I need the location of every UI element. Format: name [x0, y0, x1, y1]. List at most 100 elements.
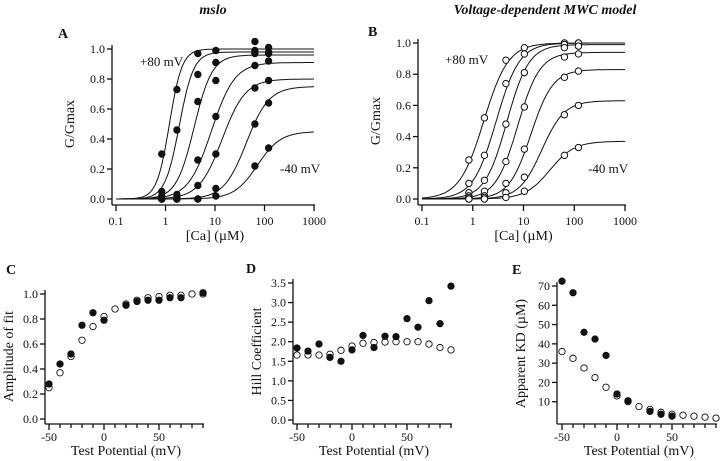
y-tick-label: 0.8: [90, 72, 105, 86]
data-point-model: [569, 354, 577, 362]
x-tick-label: 100: [565, 214, 583, 228]
y-tick-label: 0.0: [271, 413, 286, 427]
data-point-filled: [251, 49, 259, 58]
y-tick-label: 0.0: [90, 192, 105, 206]
y-tick-label: 40: [538, 337, 550, 351]
y-tick-label: 1.5: [271, 354, 286, 368]
data-point-model: [359, 339, 367, 347]
data-point-filled: [194, 195, 202, 203]
curve-annotation: +80 mV: [445, 52, 489, 67]
data-point-filled: [251, 162, 259, 170]
data-point-mslo: [392, 332, 400, 341]
x-tick-label: 1000: [613, 214, 637, 228]
y-tick-label: 2.0: [271, 335, 286, 349]
x-axis-label: Test Potential (mV): [319, 444, 430, 459]
data-point-mslo: [414, 323, 422, 331]
data-point-model: [447, 346, 455, 354]
data-point-mslo: [613, 390, 621, 398]
y-tick-label: 2.5: [271, 315, 286, 329]
y-tick-label: 0.6: [396, 98, 411, 112]
panel-label: D: [246, 262, 256, 277]
data-point-model: [293, 351, 301, 359]
data-point-mslo: [348, 346, 356, 354]
data-point-filled: [173, 195, 181, 203]
data-point-model: [315, 351, 323, 359]
x-tick-label: -50: [289, 430, 305, 444]
data-point-model: [602, 383, 610, 391]
data-point-model: [89, 322, 97, 331]
data-point-open: [520, 173, 529, 181]
y-tick-label: 10: [538, 395, 550, 409]
data-point-filled: [212, 150, 220, 158]
x-axis-label: Test Potential (mV): [584, 444, 695, 459]
y-tick-label: 3.5: [271, 276, 286, 290]
data-point-mslo: [569, 289, 577, 297]
fit-curve-plus40mV: [116, 54, 314, 200]
y-tick-label: 0.8: [396, 67, 411, 81]
data-point-open: [520, 145, 529, 153]
y-tick-label: 1.0: [396, 36, 411, 50]
curve-annotation: -40 mV: [588, 161, 629, 176]
data-point-mslo: [381, 332, 389, 340]
data-point-open: [560, 151, 569, 160]
data-point-filled: [251, 120, 259, 128]
data-point-mslo: [558, 277, 566, 285]
y-axis-label: G/Gmax: [369, 97, 384, 145]
y-tick-label: 0.5: [271, 393, 286, 407]
panel-a: A 0.0 0.2 0.4 0.6 0.8 1.0 0.1 1 10 100 1000 [Ca] (µM…: [58, 27, 326, 244]
y-tick-label: 3.0: [271, 296, 286, 310]
data-point-filled: [212, 46, 220, 55]
y-axis-label: Hill Coefficient: [250, 307, 265, 395]
data-point-mslo: [359, 331, 367, 340]
x-tick-label: 50: [153, 430, 165, 444]
data-point-filled: [194, 181, 202, 190]
data-point-open: [574, 101, 583, 110]
data-point-mslo: [166, 294, 174, 302]
data-point-model: [414, 338, 422, 346]
data-point-open: [520, 43, 529, 52]
panel-label: A: [58, 27, 69, 42]
data-point-mslo: [580, 328, 588, 336]
x-tick-label: 0.1: [415, 214, 430, 228]
data-point-filled: [212, 112, 220, 121]
x-tick-label: 0: [614, 430, 620, 444]
data-point-filled: [173, 85, 181, 94]
data-point-open: [560, 111, 569, 119]
data-point-filled: [251, 61, 259, 70]
x-tick-label: -50: [554, 430, 570, 444]
data-point-filled: [212, 76, 220, 85]
data-point-filled: [251, 84, 259, 92]
panel-label: B: [368, 25, 377, 40]
x-tick-label: 0.1: [109, 214, 124, 228]
data-point-model: [188, 290, 196, 298]
data-point-model: [56, 369, 64, 377]
data-point-open: [574, 50, 583, 58]
data-point-open: [520, 50, 529, 58]
y-tick-label: 1.0: [90, 42, 105, 56]
x-tick-label: -50: [41, 430, 57, 444]
y-tick-label: 0.2: [396, 161, 411, 175]
curve-annotation: -40 mV: [280, 161, 321, 176]
data-point-model: [403, 338, 411, 346]
data-point-mslo: [602, 351, 610, 360]
y-tick-label: 1.0: [271, 374, 286, 388]
data-point-mslo: [668, 412, 676, 420]
data-point-mslo: [425, 296, 433, 305]
fit-curve-minus20mV: [116, 86, 314, 200]
x-tick-label: 1: [470, 214, 476, 228]
data-point-open: [465, 195, 473, 203]
x-tick-label: 50: [666, 430, 678, 444]
y-tick-label: 0.0: [23, 412, 38, 426]
data-point-filled: [212, 184, 220, 193]
y-tick-label: 0.6: [23, 337, 38, 351]
data-point-model: [679, 411, 687, 419]
data-point-mslo: [370, 343, 378, 352]
data-point-mslo: [122, 301, 130, 309]
y-tick-label: 0.2: [23, 387, 38, 401]
data-point-open: [465, 156, 473, 164]
data-point-model: [712, 414, 720, 422]
data-point-open: [465, 179, 473, 188]
